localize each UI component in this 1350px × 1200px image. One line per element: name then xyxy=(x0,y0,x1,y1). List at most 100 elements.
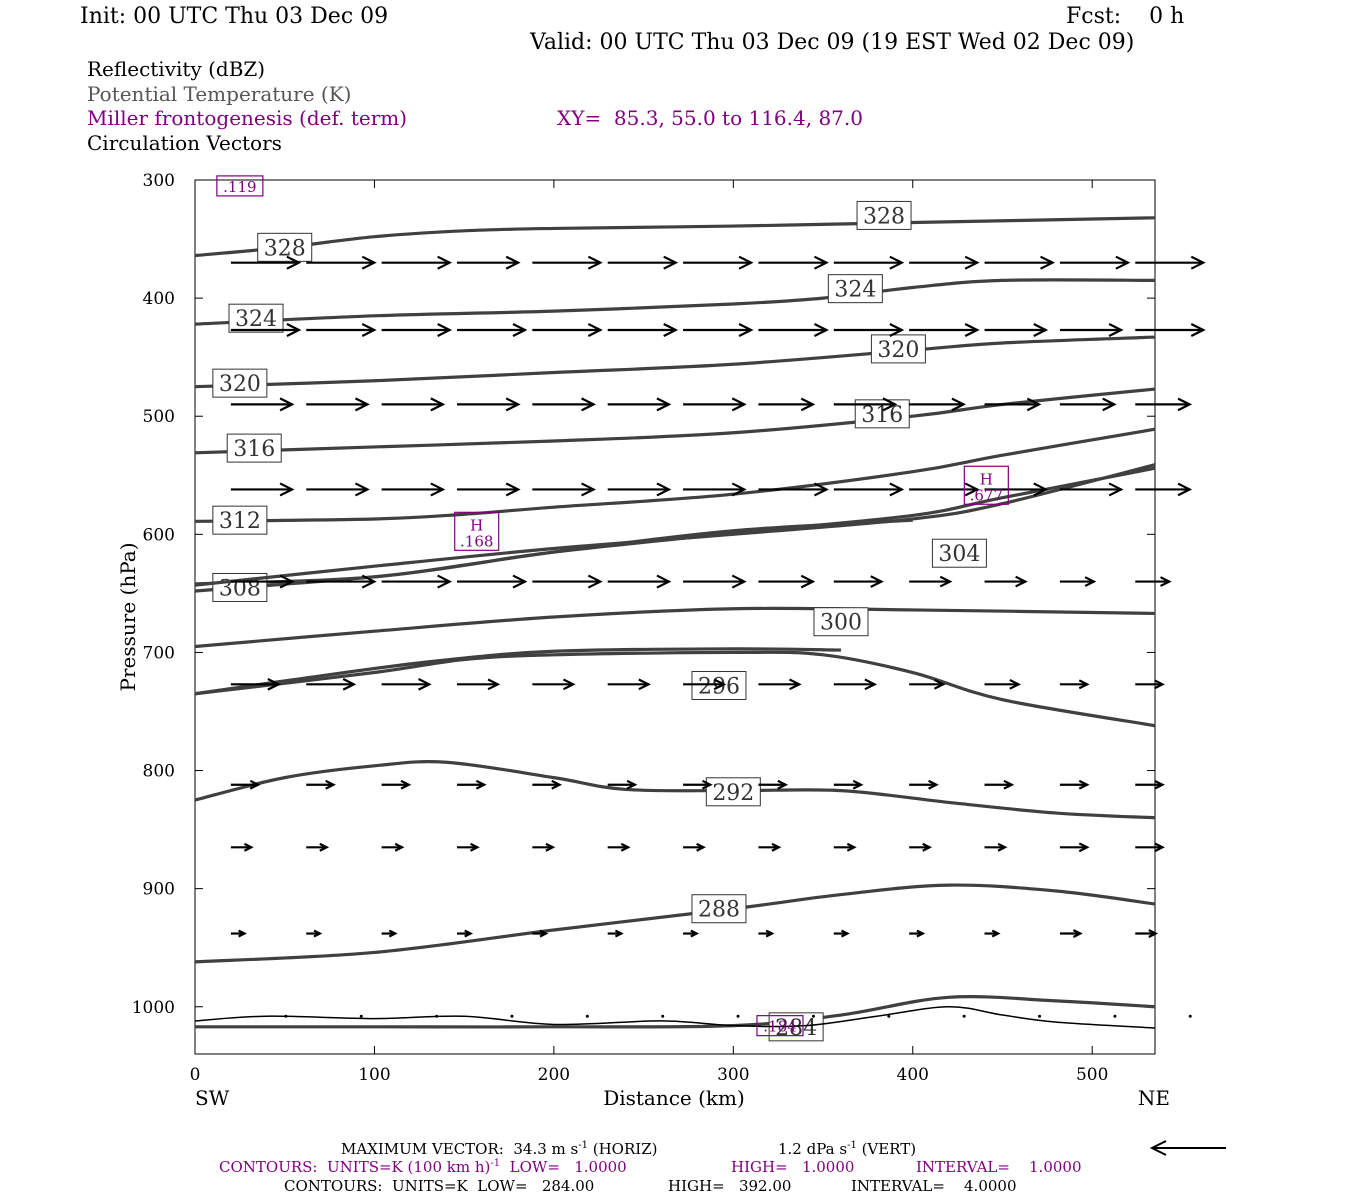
circulation-vector-head xyxy=(243,842,254,852)
circulation-vector-head xyxy=(813,482,829,497)
circulation-vector-head xyxy=(361,574,377,589)
circulation-vector-head xyxy=(789,678,802,691)
circulation-vector-head xyxy=(777,779,789,790)
circulation-vector-head xyxy=(800,574,816,589)
circulation-vector-head xyxy=(997,842,1008,852)
circulation-vector-head xyxy=(487,678,501,691)
circulation-vector-head xyxy=(319,842,330,852)
circulation-vector-head xyxy=(354,397,370,412)
circulation-vector-head xyxy=(430,482,446,497)
circulation-vector-head xyxy=(400,779,412,790)
circulation-vector-head xyxy=(505,397,521,412)
circulation-vector-head xyxy=(1015,575,1028,588)
contour-label: 328 xyxy=(863,204,905,229)
circulation-vector-head xyxy=(267,678,281,691)
init-time: Init: 00 UTC Thu 03 Dec 09 xyxy=(80,4,389,29)
circulation-vector-head xyxy=(587,323,603,337)
circulation-vector-head xyxy=(279,482,295,497)
contour-label: 320 xyxy=(219,372,261,397)
circulation-vector xyxy=(1188,1014,1192,1018)
circulation-vector-head xyxy=(813,255,829,270)
theta-contours: 3283283243243203203163163123043083002962… xyxy=(194,200,1156,1042)
circulation-vector-head xyxy=(1108,482,1124,497)
circulation-vector-head xyxy=(562,678,576,691)
valid-time: Valid: 00 UTC Thu 03 Dec 09 (19 EST Wed … xyxy=(530,30,1135,55)
circulation-vector-head xyxy=(361,255,377,270)
y-tick-label: 700 xyxy=(143,643,175,663)
circulation-vector-head xyxy=(852,779,864,790)
circulation-vector-head xyxy=(731,574,747,589)
contour-label-box xyxy=(691,894,747,924)
circulation-vector-head xyxy=(1115,255,1131,270)
circulation-vector-head xyxy=(470,842,480,852)
contour-label: 324 xyxy=(834,278,876,303)
circulation-vector-head xyxy=(279,397,295,412)
field-reflectivity: Reflectivity (dBZ) xyxy=(87,57,266,81)
contour-label-box xyxy=(228,303,284,333)
reference-vector-arrow xyxy=(1149,1140,1226,1156)
contour-label: 312 xyxy=(219,509,261,534)
circulation-vector-head xyxy=(437,255,453,270)
theta-contour-288 xyxy=(194,883,1156,964)
circulation-vector-head xyxy=(1154,842,1165,853)
circulation-vector-head xyxy=(771,842,782,852)
contours-fronto-units: CONTOURS: UNITS=K (100 km h)-1 LOW= 1.00… xyxy=(219,1158,627,1176)
circulation-vector-head xyxy=(505,255,521,270)
theta-contour-328 xyxy=(194,216,1156,258)
circulation-vector-head xyxy=(1177,482,1193,497)
circulation-vector-head xyxy=(713,678,727,691)
circulation-vector-head xyxy=(388,929,398,938)
sw-label: SW xyxy=(195,1086,230,1110)
frontogenesis-label: .184 xyxy=(763,1018,796,1036)
cross-section-xy: XY= 85.3, 55.0 to 116.4, 87.0 xyxy=(557,106,863,130)
contour-label-box xyxy=(212,505,268,535)
circulation-vector-head xyxy=(626,779,638,790)
circulation-vector-head xyxy=(512,323,528,337)
circulation-vector-head xyxy=(1026,397,1042,412)
frontogenesis-max-box xyxy=(963,465,1009,505)
circulation-vector-head xyxy=(738,323,754,337)
circulation-vector-head xyxy=(437,323,453,337)
contour-label: 320 xyxy=(877,338,919,363)
circulation-vector xyxy=(585,1014,589,1018)
circulation-vector-head xyxy=(696,842,706,852)
theta-contour-312 xyxy=(194,427,1156,523)
circulation-vector xyxy=(962,1014,966,1018)
contours-fronto-interval: INTERVAL= 1.0000 xyxy=(916,1158,1082,1176)
y-tick-label: 1000 xyxy=(132,998,175,1018)
circulation-vector-head xyxy=(342,678,357,691)
circulation-vector-head xyxy=(656,482,672,497)
circulation-vector-head xyxy=(581,482,597,497)
contour-label: 292 xyxy=(712,781,754,806)
circulation-vector-head xyxy=(354,482,370,497)
circulation-vector-head xyxy=(991,929,1001,938)
circulation-vector xyxy=(661,1014,665,1018)
circulation-vector-head xyxy=(656,574,672,589)
circulation-vector-head xyxy=(1072,929,1083,938)
x-tick-label: 0 xyxy=(190,1065,201,1085)
frontogenesis-max-letter: H xyxy=(470,516,483,534)
circulation-vector-head xyxy=(841,929,850,938)
circulation-vector-head xyxy=(418,678,432,691)
contour-label-box xyxy=(870,334,926,364)
circulation-vector-head xyxy=(1078,779,1090,790)
x-tick-label: 400 xyxy=(897,1065,929,1085)
circulation-vector-head xyxy=(620,842,631,852)
circulation-vector-head xyxy=(1108,323,1124,337)
axis-ticks: 0 100 200 300 400 500 300 400 500 600 700 800 900 100… xyxy=(132,171,1155,1085)
frontogenesis-max-box xyxy=(454,511,500,551)
circulation-vector-head xyxy=(1154,779,1165,790)
circulation-vector-head xyxy=(1033,323,1049,337)
y-tick-label: 900 xyxy=(143,880,175,900)
circulation-vector-head xyxy=(1154,679,1165,690)
circulation-vector-head xyxy=(964,482,980,497)
circulation-vector-head xyxy=(882,397,898,412)
theta-contour-296 xyxy=(194,650,1156,728)
contour-label: 304 xyxy=(938,542,980,567)
max-vector-vert: 1.2 dPa s-1 (VERT) xyxy=(778,1140,917,1158)
circulation-vector-head xyxy=(430,397,446,412)
y-tick-label: 300 xyxy=(143,171,175,191)
circulation-vector-head xyxy=(933,678,946,690)
